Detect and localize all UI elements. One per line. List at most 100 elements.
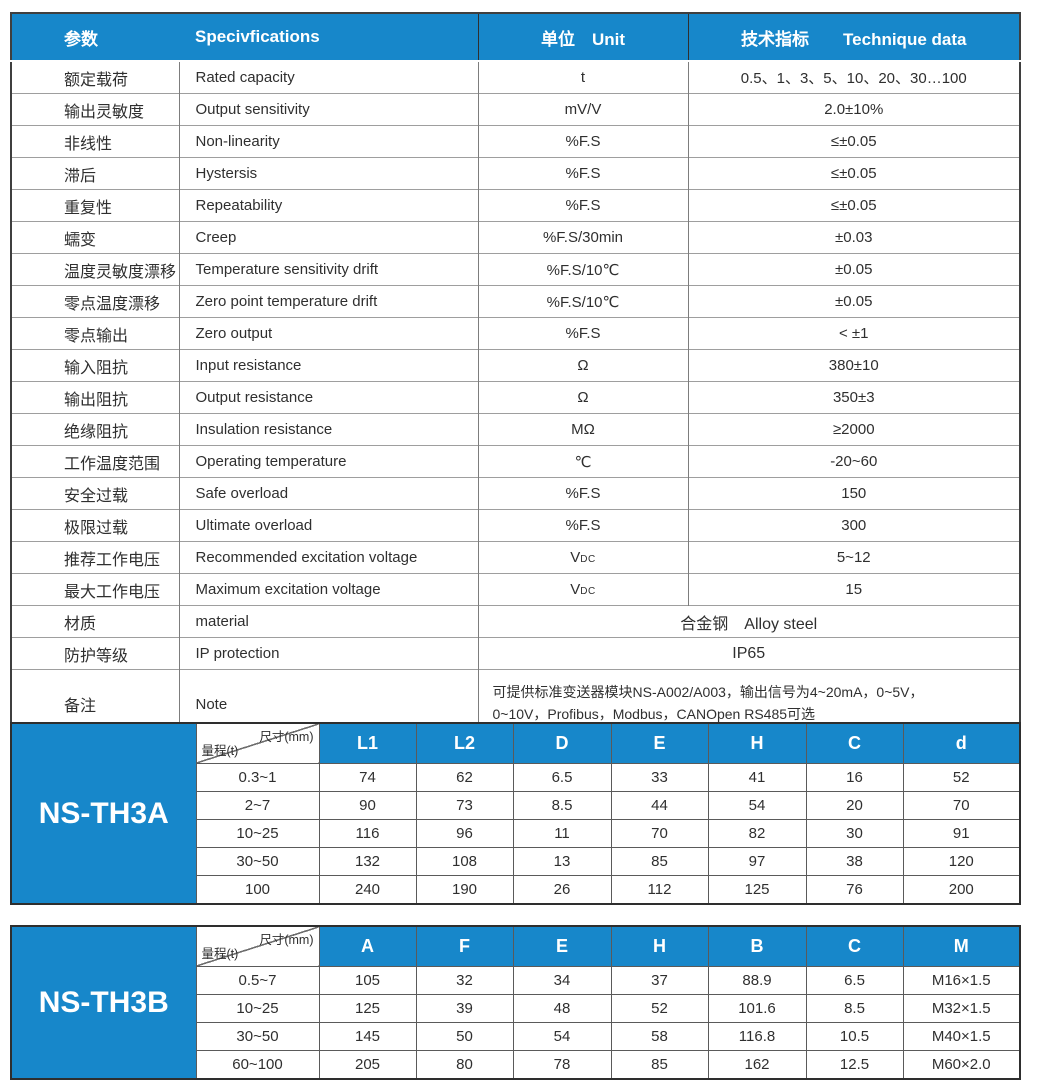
dim-col-header: F <box>415 925 514 967</box>
dim-value-cell: 101.6 <box>707 994 807 1023</box>
dim-value-cell: 97 <box>707 847 807 876</box>
spec-row: 滞后 Hystersis %F.S ≤±0.05 <box>11 157 1020 190</box>
spec-row: 零点输出 Zero output %F.S < ±1 <box>11 317 1020 350</box>
tech-cell: 5~12 <box>688 541 1020 574</box>
merged-value-cell: 合金钢 Alloy steel <box>478 605 1020 638</box>
dim-value-cell: 54 <box>512 1022 612 1051</box>
unit-main: V <box>570 581 581 598</box>
dim-value-cell: M40×1.5 <box>902 1022 1021 1051</box>
spec-cell: IP protection <box>179 637 479 670</box>
spec-row: 输出灵敏度 Output sensitivity mV/V 2.0±10% <box>11 93 1020 126</box>
corner-cell: 尺寸(mm) 量程(t) <box>195 925 320 967</box>
dim-value-cell: M16×1.5 <box>902 966 1021 995</box>
spec-row: 推荐工作电压 Recommended excitation voltage VDC 5… <box>11 541 1020 574</box>
tech-cell: ±0.05 <box>688 285 1020 318</box>
dim-value-cell: 10.5 <box>805 1022 904 1051</box>
spec-cell: Zero point temperature drift <box>179 285 479 318</box>
spec-cell: Output resistance <box>179 381 479 414</box>
dim-value-cell: 20 <box>805 791 904 820</box>
corner-cell: 尺寸(mm) 量程(t) <box>195 722 320 764</box>
dim-value-cell: 52 <box>610 994 709 1023</box>
range-cell: 2~7 <box>195 791 320 820</box>
dim-value-cell: 70 <box>902 791 1021 820</box>
dim-value-cell: 54 <box>707 791 807 820</box>
tech-cell: ±0.03 <box>688 221 1020 254</box>
dim-value-cell: 38 <box>805 847 904 876</box>
spec-cell: Zero output <box>179 317 479 350</box>
dim-value-cell: 125 <box>707 875 807 905</box>
unit-cell: VDC <box>478 541 689 574</box>
dim-value-cell: 116.8 <box>707 1022 807 1051</box>
tech-cell: 15 <box>688 573 1020 606</box>
dim-col-header: L1 <box>318 722 417 764</box>
dim-value-cell: 39 <box>415 994 514 1023</box>
param-cell: 非线性 <box>11 125 180 158</box>
param-cell: 绝缘阻抗 <box>11 413 180 446</box>
dim-col-header: d <box>902 722 1021 764</box>
param-cell: 安全过载 <box>11 477 180 510</box>
dim-value-cell: 62 <box>415 763 514 792</box>
range-cell: 10~25 <box>195 819 320 848</box>
range-cell: 30~50 <box>195 1022 320 1051</box>
range-cell: 0.5~7 <box>195 966 320 995</box>
spec-cell: Safe overload <box>179 477 479 510</box>
spec-row: 工作温度范围 Operating temperature ℃ -20~60 <box>11 445 1020 478</box>
dim-row: 0.5~7 105 32 34 37 88.9 6.5 M16×1.5 <box>11 966 1021 995</box>
spec-cell: material <box>179 605 479 638</box>
spec-cell: Input resistance <box>179 349 479 382</box>
spec-cell: Creep <box>179 221 479 254</box>
spec-cell: Recommended excitation voltage <box>179 541 479 574</box>
dim-value-cell: 240 <box>318 875 417 905</box>
unit-cell: %F.S/10℃ <box>478 285 689 318</box>
spec-row: 额定载荷 Rated capacity t 0.5、1、3、5、10、20、30…10… <box>11 60 1020 94</box>
spec-table: 参数 Specivfications 单位 Unit 技术指标 Techniqu… <box>10 12 1021 740</box>
spec-row: 蠕变 Creep %F.S/30min ±0.03 <box>11 221 1020 254</box>
unit-column-header: 单位 Unit <box>477 13 688 62</box>
dim-value-cell: 105 <box>318 966 417 995</box>
tech-cell: 0.5、1、3、5、10、20、30…100 <box>688 60 1020 94</box>
range-cell: 30~50 <box>195 847 320 876</box>
dim-value-cell: 11 <box>512 819 612 848</box>
dim-value-cell: 112 <box>610 875 709 905</box>
spec-cell: Output sensitivity <box>179 93 479 126</box>
unit-cell: %F.S <box>478 157 689 190</box>
dim-table-ns-th3b: NS-TH3B 尺寸(mm) 量程(t) A F E H B C M 0.5~7 105 32 34 37 8… <box>10 925 1021 1080</box>
spec-cell: Hystersis <box>179 157 479 190</box>
range-cell: 10~25 <box>195 994 320 1023</box>
param-cell: 蠕变 <box>11 221 180 254</box>
dim-value-cell: 190 <box>415 875 514 905</box>
dim-value-cell: 125 <box>318 994 417 1023</box>
tech-cell: ≤±0.05 <box>688 157 1020 190</box>
dim-col-header: A <box>318 925 417 967</box>
dim-col-header: E <box>610 722 709 764</box>
model-cell: NS-TH3B <box>10 925 197 1080</box>
param-cell: 推荐工作电压 <box>11 541 180 574</box>
dim-value-cell: 16 <box>805 763 904 792</box>
dim-value-cell: 8.5 <box>805 994 904 1023</box>
dim-row: 10~25 125 39 48 52 101.6 8.5 M32×1.5 <box>11 994 1021 1023</box>
unit-subscript: DC <box>580 586 596 597</box>
dim-value-cell: 132 <box>318 847 417 876</box>
param-cell: 温度灵敏度漂移 <box>11 253 180 286</box>
dim-value-cell: 6.5 <box>805 966 904 995</box>
spec-row: 安全过载 Safe overload %F.S 150 <box>11 477 1020 510</box>
dim-value-cell: 76 <box>805 875 904 905</box>
param-column-header: 参数 <box>11 13 179 62</box>
dim-value-cell: 108 <box>415 847 514 876</box>
dim-value-cell: 6.5 <box>512 763 612 792</box>
dim-value-cell: 85 <box>610 847 709 876</box>
spec-table-body: 额定载荷 Rated capacity t 0.5、1、3、5、10、20、30…10… <box>11 60 1020 739</box>
unit-cell: %F.S <box>478 509 689 542</box>
dim-value-cell: 44 <box>610 791 709 820</box>
tech-cell: 350±3 <box>688 381 1020 414</box>
dim-value-cell: 91 <box>902 819 1021 848</box>
dim-value-cell: 120 <box>902 847 1021 876</box>
dim-row: 30~50 132 108 13 85 97 38 120 <box>11 847 1021 876</box>
dim-value-cell: 8.5 <box>512 791 612 820</box>
note-line: 0~10V，Profibus，Modbus，CANOpen RS485可选 <box>492 706 816 722</box>
unit-subscript: DC <box>580 554 596 565</box>
dim-row: 2~7 90 73 8.5 44 54 20 70 <box>11 791 1021 820</box>
dim-value-cell: 145 <box>318 1022 417 1051</box>
spec-row: 最大工作电压 Maximum excitation voltage VDC 15 <box>11 573 1020 606</box>
